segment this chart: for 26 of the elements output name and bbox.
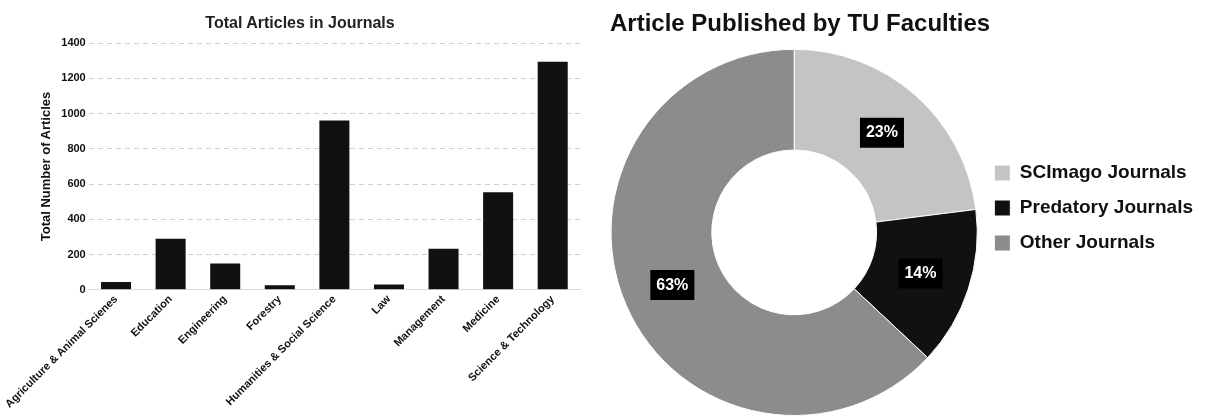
bar (319, 120, 350, 290)
chart-title: Article Published by TU Faculties (610, 9, 991, 37)
y-tick-label: 400 (67, 212, 86, 225)
legend-label: Predatory Journals (1019, 196, 1193, 218)
y-tick-label: 200 (67, 247, 86, 260)
bar (210, 263, 241, 290)
data-label: 14% (904, 263, 937, 281)
bar (155, 238, 186, 290)
legend-label: Other Journals (1019, 231, 1155, 253)
bar (264, 285, 295, 290)
y-tick-label: 0 (79, 282, 86, 295)
bar (483, 192, 514, 290)
y-tick-label: 800 (67, 141, 86, 154)
bar (537, 61, 568, 290)
bar (428, 248, 459, 290)
chart-title: Total Articles in Journals (205, 14, 395, 32)
y-tick-label: 600 (67, 177, 86, 190)
data-label: 23% (865, 123, 898, 141)
data-label: 63% (656, 275, 689, 293)
y-axis-title: Total Number of Articles (38, 91, 54, 242)
y-tick-label: 1400 (61, 36, 86, 49)
y-tick-label: 1000 (61, 106, 86, 119)
y-tick-label: 1200 (61, 71, 86, 84)
bar (101, 281, 132, 290)
legend-label: SCImago Journals (1019, 161, 1187, 183)
bar (373, 284, 404, 290)
